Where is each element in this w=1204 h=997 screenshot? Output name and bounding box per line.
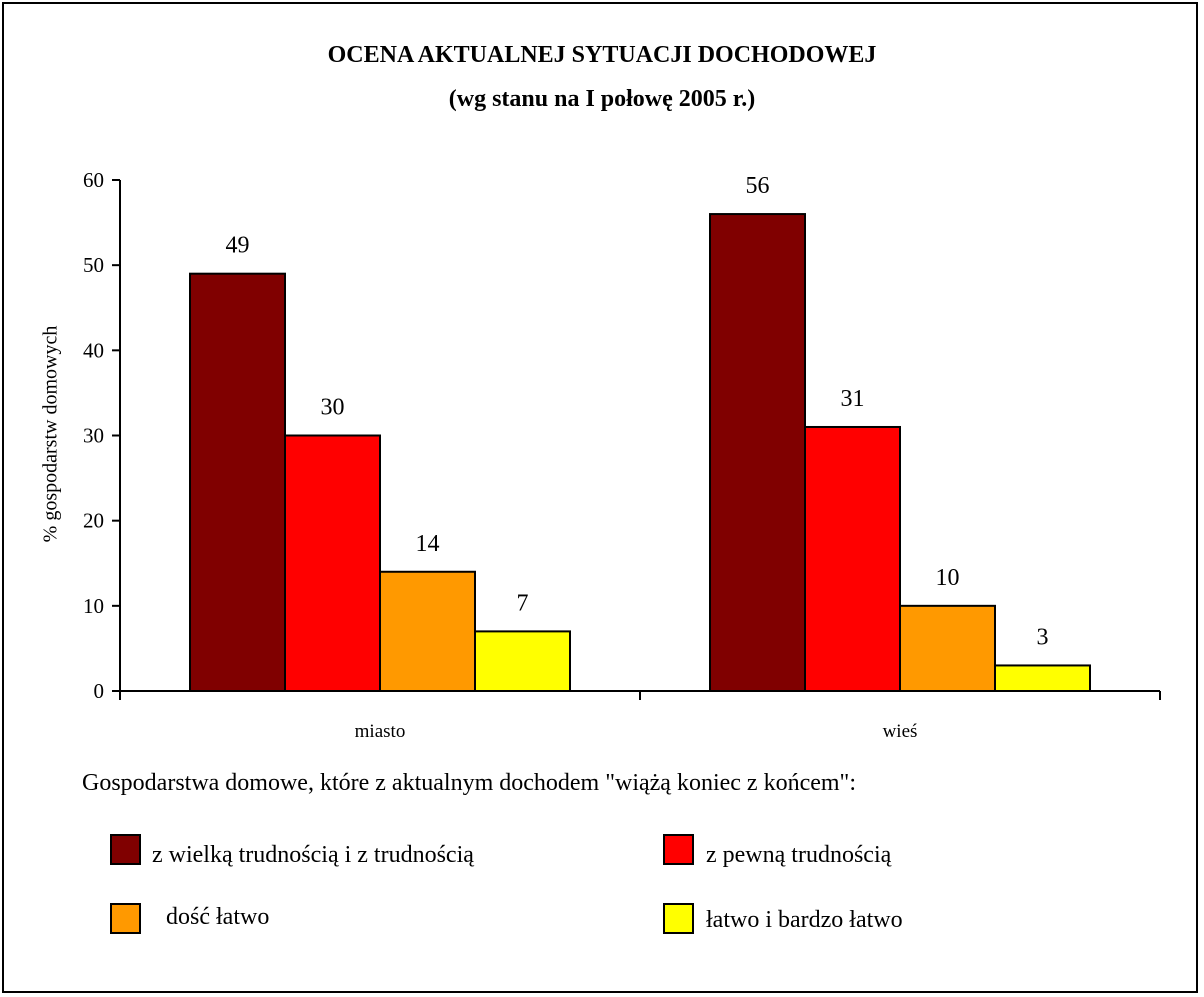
y-tick-label: 20 [83, 509, 104, 533]
bar [804, 425, 901, 692]
legend-label-3: dość łatwo [166, 904, 270, 930]
legend-label-1: z wielką trudnością i z trudnością [152, 842, 474, 868]
y-tick-label: 60 [83, 168, 104, 192]
x-tick-label: wieś [883, 721, 918, 742]
data-label: 49 [226, 233, 250, 259]
legend-swatch-1 [110, 834, 141, 865]
bar [379, 570, 476, 692]
y-tick-label: 40 [83, 338, 104, 362]
data-label: 14 [416, 531, 440, 557]
bar [709, 213, 806, 692]
data-label: 56 [746, 173, 770, 199]
y-tick-label: 10 [83, 594, 104, 618]
y-tick-label: 30 [83, 424, 104, 448]
x-tick-label: miasto [355, 721, 406, 742]
data-label: 10 [936, 565, 960, 591]
legend-swatch-2 [663, 834, 694, 865]
bar [899, 604, 996, 692]
data-label: 3 [1037, 624, 1049, 650]
bar [474, 630, 571, 693]
legend-label-4: łatwo i bardzo łatwo [706, 907, 903, 933]
y-tick-label: 50 [83, 253, 104, 277]
legend-swatch-3 [110, 903, 141, 934]
chart-subtitle: (wg stanu na I połowę 2005 r.) [448, 86, 756, 112]
bar [189, 272, 286, 692]
legend-swatch-4 [663, 903, 694, 934]
data-label: 31 [841, 386, 865, 412]
legend-title: Gospodarstwa domowe, które z aktualnym d… [82, 770, 857, 796]
chart-title: OCENA AKTUALNEJ SYTUACJI DOCHODOWEJ [327, 42, 877, 68]
data-label: 7 [517, 590, 529, 616]
legend-label-2: z pewną trudnością [706, 842, 892, 868]
bar [994, 664, 1091, 693]
bar [284, 434, 381, 692]
y-tick-label: 0 [94, 679, 105, 703]
data-label: 30 [321, 395, 345, 421]
